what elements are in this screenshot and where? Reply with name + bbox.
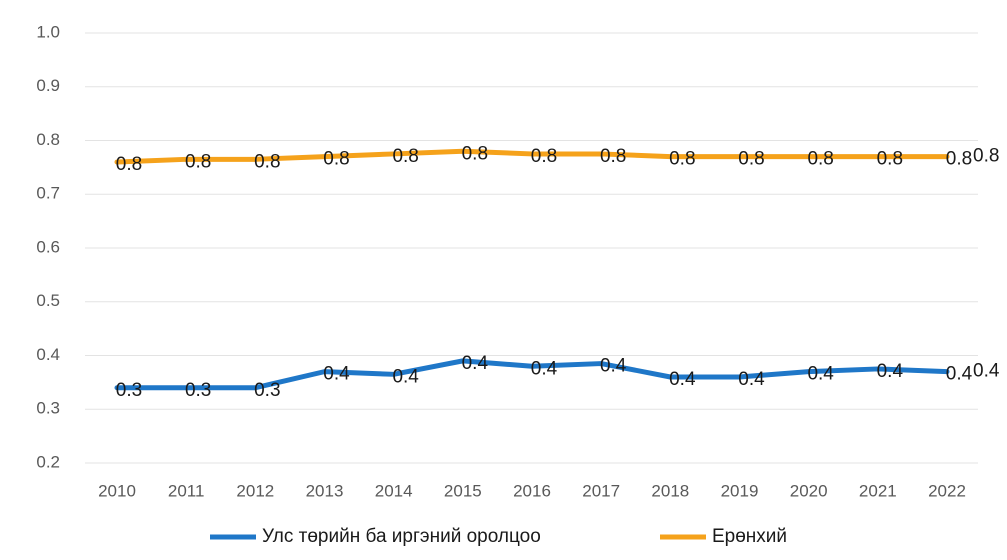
end-label: 0.4 — [973, 361, 1000, 382]
data-label: 0.4 — [600, 356, 627, 377]
x-tick-label: 2018 — [651, 481, 689, 500]
data-label: 0.4 — [669, 369, 696, 390]
data-label: 0.4 — [462, 353, 489, 374]
x-tick-label: 2021 — [859, 481, 897, 500]
legend-label: Ерөнхий — [712, 526, 787, 547]
data-label: 0.8 — [116, 154, 142, 175]
data-label: 0.8 — [669, 149, 695, 170]
data-label: 0.8 — [600, 146, 626, 167]
data-label: 0.4 — [946, 364, 973, 385]
x-tick-label: 2015 — [444, 481, 482, 500]
y-tick-label: 0.9 — [36, 76, 60, 95]
data-label: 0.3 — [185, 380, 211, 401]
x-tick-label: 2020 — [790, 481, 828, 500]
data-label: 0.8 — [738, 149, 764, 170]
x-tick-label: 2013 — [306, 481, 344, 500]
x-tick-label: 2016 — [513, 481, 551, 500]
line-series — [114, 358, 950, 391]
data-label: 0.8 — [531, 146, 557, 167]
x-tick-label: 2011 — [168, 481, 205, 500]
data-label: 0.8 — [877, 149, 903, 170]
x-tick-label: 2022 — [928, 481, 966, 500]
data-label: 0.8 — [185, 151, 211, 172]
data-label: 0.4 — [323, 364, 350, 385]
y-tick-label: 0.5 — [36, 291, 60, 310]
x-tick-label: 2010 — [98, 481, 136, 500]
data-label: 0.4 — [738, 369, 765, 390]
legend-label: Улс төрийн ба иргэний оролцоо — [262, 526, 541, 547]
data-label: 0.4 — [531, 358, 558, 379]
data-label: 0.8 — [462, 143, 488, 164]
y-tick-label: 0.2 — [36, 452, 60, 471]
data-label: 0.3 — [254, 380, 280, 401]
data-label: 0.4 — [877, 361, 904, 382]
data-label: 0.8 — [946, 149, 972, 170]
y-tick-label: 0.4 — [36, 345, 60, 364]
data-label: 0.8 — [323, 149, 349, 170]
y-tick-label: 0.3 — [36, 399, 60, 418]
data-label: 0.8 — [392, 146, 418, 167]
data-label: 0.8 — [807, 149, 833, 170]
y-tick-label: 0.8 — [36, 130, 60, 149]
end-label: 0.8 — [973, 146, 999, 167]
data-label: 0.4 — [392, 366, 419, 387]
data-label: 0.4 — [807, 364, 834, 385]
y-tick-label: 0.6 — [36, 237, 60, 256]
x-tick-label: 2012 — [236, 481, 274, 500]
data-label: 0.3 — [116, 380, 142, 401]
line-series — [114, 148, 950, 165]
y-tick-label: 0.7 — [36, 184, 60, 203]
x-tick-label: 2014 — [375, 481, 413, 500]
y-tick-label: 1.0 — [36, 22, 60, 41]
x-tick-label: 2019 — [721, 481, 759, 500]
x-tick-label: 2017 — [582, 481, 620, 500]
data-label: 0.8 — [254, 151, 280, 172]
